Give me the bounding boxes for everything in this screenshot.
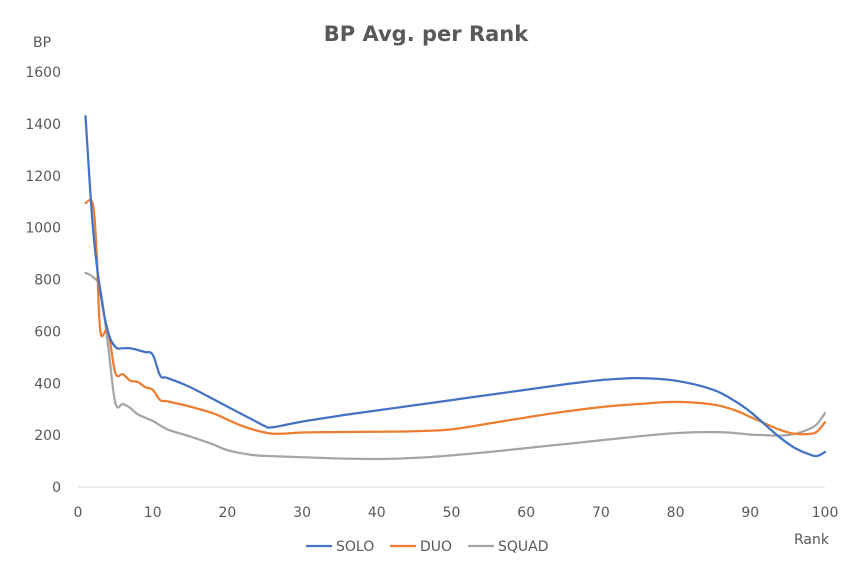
legend: SOLO DUO SQUAD bbox=[306, 539, 549, 555]
x-tick-label: 40 bbox=[368, 505, 386, 521]
y-tick-label: 0 bbox=[52, 480, 61, 496]
x-tick-label: 30 bbox=[293, 505, 311, 521]
x-tick-label: 70 bbox=[592, 505, 610, 521]
x-tick-labels: 0 10 20 30 40 50 60 70 80 90 100 bbox=[74, 505, 839, 521]
y-tick-label: 1600 bbox=[25, 65, 61, 81]
series-lines bbox=[84, 114, 827, 461]
x-tick-label: 20 bbox=[218, 505, 236, 521]
x-tick-label: 60 bbox=[517, 505, 535, 521]
y-axis-label: BP bbox=[33, 35, 51, 51]
x-tick-label: 50 bbox=[443, 505, 461, 521]
y-tick-label: 800 bbox=[34, 273, 61, 289]
y-tick-labels: 0 200 400 600 800 1000 1200 1400 1600 bbox=[25, 65, 61, 496]
y-tick-label: 1200 bbox=[25, 169, 61, 185]
y-tick-label: 1400 bbox=[25, 117, 61, 133]
y-tick-label: 200 bbox=[34, 428, 61, 444]
x-tick-label: 100 bbox=[812, 505, 839, 521]
series-line-squad bbox=[84, 271, 827, 461]
series-line-solo bbox=[84, 114, 827, 458]
y-tick-label: 600 bbox=[34, 324, 61, 340]
series-line-duo bbox=[84, 198, 827, 436]
legend-label-squad: SQUAD bbox=[498, 539, 549, 555]
y-tick-label: 1000 bbox=[25, 221, 61, 237]
x-axis-label: Rank bbox=[794, 532, 830, 548]
y-tick-label: 400 bbox=[34, 376, 61, 392]
x-tick-label: 10 bbox=[144, 505, 162, 521]
chart-title: BP Avg. per Rank bbox=[324, 22, 529, 46]
x-tick-label: 0 bbox=[74, 505, 83, 521]
legend-label-solo: SOLO bbox=[336, 539, 374, 555]
x-tick-label: 80 bbox=[667, 505, 685, 521]
legend-label-duo: DUO bbox=[420, 539, 452, 555]
x-tick-label: 90 bbox=[741, 505, 759, 521]
